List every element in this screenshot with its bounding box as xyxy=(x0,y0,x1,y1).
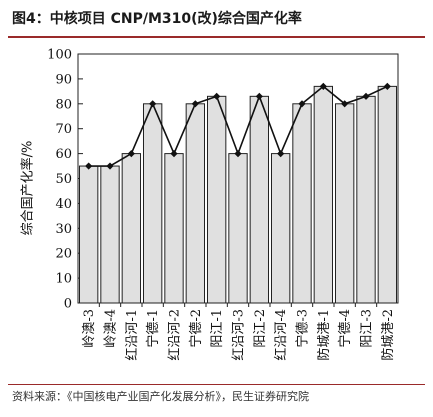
y-axis-label: 综合国产化率/% xyxy=(20,140,36,236)
y-tick-label: 30 xyxy=(55,222,72,237)
x-category-label: 阳江-1 xyxy=(210,309,225,348)
y-tick-label: 70 xyxy=(55,122,72,137)
y-tick-label: 0 xyxy=(64,297,72,312)
x-category-label: 岭澳-4 xyxy=(103,309,119,348)
line-point-marker xyxy=(213,92,221,100)
x-category-label: 红沿河-1 xyxy=(124,309,140,361)
y-tick-label: 60 xyxy=(55,147,72,162)
bar xyxy=(334,103,355,304)
x-category-label: 宁德-2 xyxy=(188,309,204,348)
line-point-marker xyxy=(234,150,242,158)
bar xyxy=(356,95,376,304)
x-category-label: 红沿河-4 xyxy=(273,309,289,361)
bar xyxy=(228,153,248,304)
x-category-label: 红沿河-3 xyxy=(231,309,247,361)
bar xyxy=(100,165,120,304)
x-category-label: 阳江-2 xyxy=(253,309,268,348)
line-point-marker xyxy=(106,162,114,170)
bar xyxy=(270,153,291,304)
line-point-marker xyxy=(319,82,327,90)
line-point-marker xyxy=(362,92,370,100)
bar xyxy=(121,153,142,304)
y-tick-label: 100 xyxy=(47,48,72,63)
y-tick-label: 80 xyxy=(55,97,72,112)
x-category-label: 阳江-3 xyxy=(360,309,375,348)
line-point-marker xyxy=(149,100,157,108)
x-category-label: 红沿河-2 xyxy=(167,309,183,361)
x-category-label: 防城港-1 xyxy=(316,309,332,361)
y-tick-label: 20 xyxy=(55,247,72,262)
line-point-marker xyxy=(191,100,199,108)
line-point-marker xyxy=(127,150,135,158)
bar xyxy=(313,85,334,304)
line-point-marker xyxy=(255,92,263,100)
bar xyxy=(377,85,398,304)
source-note: 资料来源：《中国核电产业国产化发展分析》，民生证券研究院 xyxy=(12,390,309,403)
bar-line-chart: 0 10 20 30 40 50 60 70 80 90 100 岭澳-3 岭澳-4 红沿河-1 宁德-1 红… xyxy=(47,48,399,361)
footer-rule xyxy=(8,384,425,385)
line-point-marker xyxy=(85,162,93,170)
x-category-label: 宁德-1 xyxy=(145,309,161,348)
x-category-label: 宁德-4 xyxy=(337,309,353,348)
line-point-marker xyxy=(298,100,306,108)
x-category-label: 宁德-3 xyxy=(295,309,311,348)
bar xyxy=(206,95,227,304)
x-category-label: 岭澳-3 xyxy=(81,309,97,348)
bar xyxy=(142,103,163,304)
x-category-label: 防城港-2 xyxy=(380,309,396,361)
y-tick-label: 50 xyxy=(55,172,72,187)
line-point-marker xyxy=(383,82,391,90)
figure-title: 图4：中核项目 CNP/M310(改)综合国产化率 xyxy=(12,11,302,27)
bar xyxy=(164,153,184,304)
title-rule xyxy=(8,36,425,38)
y-tick-label: 90 xyxy=(55,72,72,87)
line-point-marker xyxy=(277,150,285,158)
y-tick-label: 40 xyxy=(55,197,72,212)
bar xyxy=(78,165,99,304)
y-tick-label: 10 xyxy=(55,272,72,287)
bar xyxy=(185,103,206,304)
bar xyxy=(292,103,312,304)
bar xyxy=(249,95,270,304)
line-point-marker xyxy=(341,100,349,108)
line-point-marker xyxy=(170,150,178,158)
